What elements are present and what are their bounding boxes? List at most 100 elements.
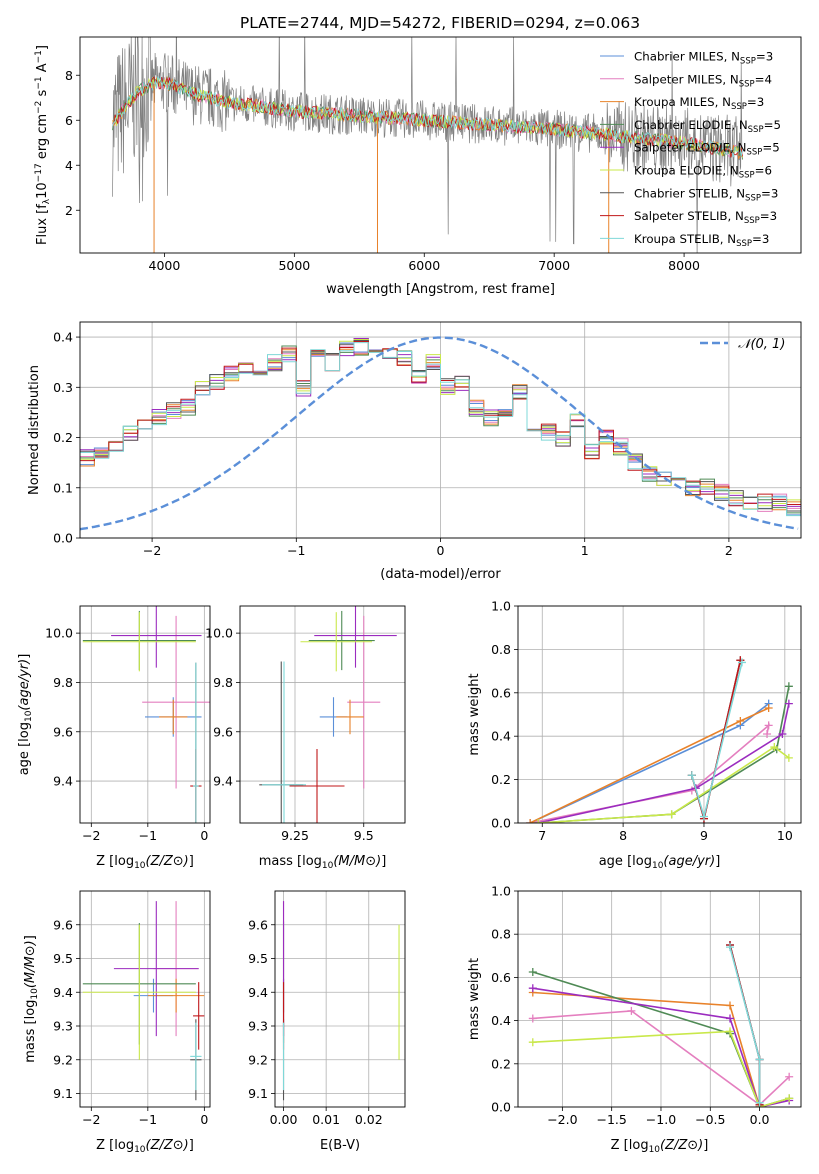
label-part: =3 [756, 50, 773, 64]
y-tick-label: 0.2 [53, 430, 73, 445]
label-part: =3 [761, 186, 778, 200]
label-part: Chabrier STELIB, N [634, 186, 745, 200]
axes-frame [239, 605, 406, 824]
mass_vs_Z-panel: −2 −1 09.19.29.39.49.59.6Z [log10(Z/Z⊙)]ma… [23, 890, 211, 1155]
series-line [691, 660, 742, 819]
histogram-step [80, 342, 801, 516]
x-tick-label: 0.0 [750, 1112, 770, 1127]
y-tick-label: 1.0 [491, 884, 511, 899]
label-part: age [log [17, 722, 32, 775]
series-marker [526, 819, 535, 823]
series-lines [528, 941, 794, 1107]
y-tick-label: 0.1 [53, 480, 73, 495]
series-marker [755, 1098, 764, 1107]
y-tick-label: 9.4 [248, 985, 268, 1000]
y-tick-label: 9.5 [53, 951, 73, 966]
x-tick-label: 0 [437, 543, 445, 558]
normal-curve [80, 336, 799, 531]
label-part: =3 [752, 232, 769, 246]
y-tick-label: 0.0 [491, 1100, 511, 1115]
x-tick-label: 4000 [149, 258, 181, 273]
legend-label: Salpeter STELIB, NSSP=3 [634, 209, 777, 226]
y-tick-label: 9.1 [53, 1086, 73, 1101]
label-part: SSP [746, 148, 762, 158]
series-marker [784, 699, 793, 708]
y-tick-label: 0.6 [491, 685, 511, 700]
label-part: erg cm [35, 114, 50, 163]
axes-frame [79, 36, 802, 254]
legend-label: Salpeter MILES, NSSP=4 [634, 72, 772, 89]
series-marker [667, 810, 676, 819]
series-marker [726, 1001, 735, 1010]
model-spectrum-line [112, 76, 743, 158]
histogram-step [80, 348, 801, 511]
y-tick-label: 9.8 [53, 675, 73, 690]
series-marker [755, 1055, 764, 1064]
legend-label: Chabrier STELIB, NSSP=3 [634, 186, 778, 203]
label-part: Z [log [96, 1138, 134, 1153]
series-line [691, 660, 742, 819]
label-part: (age/yr) [17, 659, 32, 711]
errorbars [82, 901, 205, 1101]
label-part: 10 [322, 861, 334, 871]
axes-frame [79, 605, 211, 824]
errorbars [259, 606, 397, 823]
series-line [729, 944, 761, 1105]
x-axis-label: wavelength [Angstrom, rest frame] [326, 282, 555, 297]
x-tick-label: 0 [200, 1112, 208, 1127]
label-part: −1 [34, 76, 44, 89]
series-line [729, 946, 761, 1103]
label-part: (M/M⊙) [23, 940, 38, 988]
x-axis-label: mass [log10(M/M⊙)] [259, 854, 387, 871]
y-axis-label: Normed distribution [27, 365, 42, 495]
label-part: =4 [755, 72, 772, 86]
label-part: 10 [652, 861, 664, 871]
y-tick-label: 0.8 [491, 927, 511, 942]
model-spectrum-line [112, 76, 743, 158]
label-part: SSP [736, 239, 752, 249]
x-tick-label: 1 [581, 543, 589, 558]
label-part: (Z/Z⊙) [660, 1138, 703, 1153]
x-tick-label: 0.00 [270, 1112, 298, 1127]
x-tick-label: 8000 [668, 258, 700, 273]
histogram-step [80, 339, 801, 510]
series-line [532, 1030, 790, 1107]
y-tick-label: 9.8 [213, 675, 233, 690]
y-tick-label: 9.6 [53, 917, 73, 932]
series-marker [528, 1038, 537, 1047]
legend-label: Kroupa STELIB, NSSP=3 [634, 232, 769, 249]
label-part: 10 [24, 710, 34, 722]
y-tick-label: 10.0 [205, 626, 233, 641]
errorbars [82, 606, 210, 823]
y-tick-label: 0.0 [491, 816, 511, 831]
legend-label: Salpeter ELODIE, NSSP=5 [634, 141, 780, 158]
label-part: ] [35, 45, 50, 50]
y-tick-label: 9.3 [248, 1019, 268, 1034]
y-axis-label: mass [log10(M/M⊙)] [23, 935, 40, 1063]
label-part: SSP [744, 216, 760, 226]
label-part: SSP [748, 125, 764, 135]
x-tick-label: 7 [538, 828, 546, 843]
y-tick-label: 9.2 [53, 1052, 73, 1067]
label-part: 10 [30, 988, 40, 1000]
label-part: Chabrier MILES, N [634, 50, 740, 64]
label-part: mass [log [23, 1000, 38, 1063]
series-line [532, 987, 790, 1107]
label-part: Chabrier ELODIE, N [634, 118, 748, 132]
label-part: (Z/Z⊙) [146, 1138, 189, 1153]
age_vs_Z-panel: −2 −1 09.49.69.810.0Z [log10(Z/Z⊙)]age [lo… [17, 605, 211, 871]
mass_vs_ebv-panel: 0.00 0.01 0.02 9.1 9.2 9.3 9.4 9.5 9.6 E(B-V) [248, 890, 406, 1153]
series-line [538, 746, 790, 823]
label-part: Salpeter STELIB, N [634, 209, 744, 223]
y-tick-label: 9.6 [248, 917, 268, 932]
y-tick-label: 0.0 [53, 531, 73, 546]
legend-label: Kroupa MILES, NSSP=3 [634, 95, 764, 112]
axes-frame [274, 890, 406, 1108]
series-marker [785, 1094, 794, 1103]
series-marker [737, 658, 746, 667]
x-tick-label: 9.5 [354, 828, 374, 843]
x-tick-label: −2 [143, 543, 161, 558]
label-part: Salpeter ELODIE, N [634, 141, 746, 155]
errorbars [282, 901, 400, 1101]
axes-frame [79, 890, 211, 1108]
